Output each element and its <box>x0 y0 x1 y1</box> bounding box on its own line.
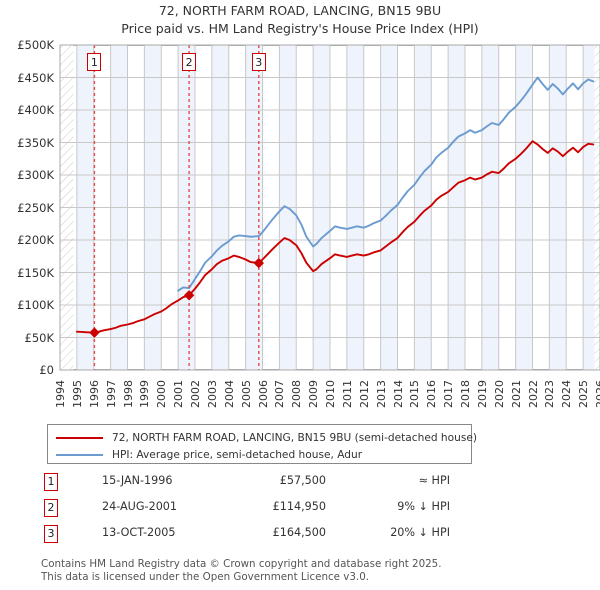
y-axis-tick-label: £0 <box>39 363 54 377</box>
transaction-date: 13-OCT-2005 <box>102 526 176 539</box>
y-axis-tick-label: £100K <box>17 298 54 312</box>
table-row[interactable]: 1 15-JAN-1996 £57,500 ≈ HPI <box>44 472 464 498</box>
footer: Contains HM Land Registry data © Crown c… <box>41 558 561 583</box>
x-axis-tick-label: 1998 <box>121 380 135 408</box>
x-axis-tick-label: 1997 <box>104 380 118 408</box>
transaction-hpi-relative: ≈ HPI <box>418 474 450 487</box>
transaction-date: 24-AUG-2001 <box>102 500 178 513</box>
x-axis-tick-label: 2012 <box>357 380 371 408</box>
y-axis-tick-label: £250K <box>17 200 54 215</box>
x-axis-tick-label: 2017 <box>442 380 456 408</box>
transaction-date: 15-JAN-1996 <box>102 474 173 487</box>
x-axis-tick-label: 2016 <box>425 380 439 408</box>
footer-licence: This data is licensed under the Open Gov… <box>41 570 370 583</box>
transaction-price: £114,950 <box>272 500 326 513</box>
x-axis-tick-label: 2023 <box>543 380 557 408</box>
footer-copyright: Contains HM Land Registry data © Crown c… <box>41 558 442 570</box>
x-axis-tick-label: 2021 <box>509 380 523 408</box>
plot-canvas <box>59 44 600 371</box>
table-row[interactable]: 3 13-OCT-2005 £164,500 20% ↓ HPI <box>44 524 464 550</box>
legend-swatch-property <box>56 436 103 439</box>
transaction-price: £57,500 <box>279 474 326 487</box>
x-axis-tick-label: 2000 <box>155 380 169 408</box>
transaction-index: 3 <box>44 525 58 543</box>
x-axis: 1994 1995 1996 1997 1998 1999 2000 2001 2002 2003… <box>0 376 600 426</box>
transaction-index: 1 <box>44 473 58 491</box>
sale-marker-box-1[interactable]: 1 <box>87 53 102 71</box>
transaction-hpi-relative: 20% ↓ HPI <box>390 526 450 539</box>
x-axis-tick-label: 2007 <box>273 380 287 408</box>
legend-label-hpi: HPI: Average price, semi-detached house,… <box>112 448 363 461</box>
x-axis-tick-label: 2001 <box>172 380 186 408</box>
y-axis-tick-label: £400K <box>17 103 54 117</box>
x-axis-tick-label: 2019 <box>475 380 489 408</box>
legend-item-property: 72, NORTH FARM ROAD, LANCING, BN15 9BU (… <box>48 429 477 446</box>
transaction-index: 2 <box>44 499 58 517</box>
x-axis-tick-label: 2015 <box>408 380 422 408</box>
y-axis: £0 £50K £100K £150K £200K £250K £300K £350K £400… <box>0 38 58 377</box>
x-axis-tick-label: 2013 <box>374 380 388 408</box>
legend-label-property: 72, NORTH FARM ROAD, LANCING, BN15 9BU (… <box>112 431 478 444</box>
transactions-table: 1 15-JAN-1996 £57,500 ≈ HPI 2 24-AUG-2001 £114… <box>44 472 464 550</box>
y-axis-tick-label: £450K <box>17 70 54 85</box>
x-axis-tick-label: 2002 <box>189 380 202 408</box>
x-axis-tick-label: 2025 <box>577 380 591 408</box>
y-axis-tick-label: £300K <box>17 168 54 182</box>
x-axis-tick-label: 2009 <box>307 380 321 408</box>
x-axis-tick-label: 2003 <box>205 380 219 408</box>
y-axis-tick-label: £150K <box>17 265 54 280</box>
x-axis-tick-label: 2011 <box>340 380 354 408</box>
x-axis-tick-label: 1996 <box>87 380 101 408</box>
legend-item-hpi: HPI: Average price, semi-detached house,… <box>48 446 471 463</box>
y-axis-tick-label: £500K <box>17 38 54 52</box>
x-axis-tick-label: 1994 <box>54 380 67 408</box>
y-axis-tick-label: £200K <box>17 233 54 247</box>
x-axis-tick-label: 1999 <box>138 380 152 408</box>
chart-legend: 72, NORTH FARM ROAD, LANCING, BN15 9BU (… <box>47 424 477 464</box>
page-title: 72, NORTH FARM ROAD, LANCING, BN15 9BU <box>158 3 442 18</box>
transaction-price: £164,500 <box>272 526 326 539</box>
x-axis-tick-label: 2004 <box>222 380 236 408</box>
x-axis-tick-label: 2008 <box>290 380 304 408</box>
x-axis-tick-label: 2010 <box>324 380 337 408</box>
sale-marker-box-2[interactable]: 2 <box>182 53 197 71</box>
x-axis-tick-label: 2014 <box>391 380 405 408</box>
table-row[interactable]: 2 24-AUG-2001 £114,950 9% ↓ HPI <box>44 498 464 524</box>
y-axis-tick-label: £50K <box>24 330 55 345</box>
x-axis-tick-label: 2026 <box>594 380 600 408</box>
legend-swatch-hpi <box>56 453 103 456</box>
chart-area: £0 £50K £100K £150K £200K £250K £300K £350K £400… <box>0 38 600 408</box>
x-axis-tick-label: 2020 <box>492 380 506 408</box>
x-axis-tick-label: 2005 <box>239 380 253 408</box>
x-axis-tick-label: 2022 <box>526 380 540 408</box>
y-axis-tick-label: £350K <box>17 135 54 150</box>
chart-title-block: 72, NORTH FARM ROAD, LANCING, BN15 9BU P… <box>0 2 600 38</box>
x-axis-tick-label: 2018 <box>459 380 472 408</box>
sale-marker-box-3[interactable]: 3 <box>251 53 266 71</box>
transaction-hpi-relative: 9% ↓ HPI <box>397 500 450 513</box>
x-axis-tick-label: 1995 <box>70 380 84 408</box>
page-subtitle: Price paid vs. HM Land Registry's House … <box>121 21 479 36</box>
x-axis-tick-label: 2024 <box>560 380 574 408</box>
x-axis-tick-label: 2006 <box>256 380 270 408</box>
